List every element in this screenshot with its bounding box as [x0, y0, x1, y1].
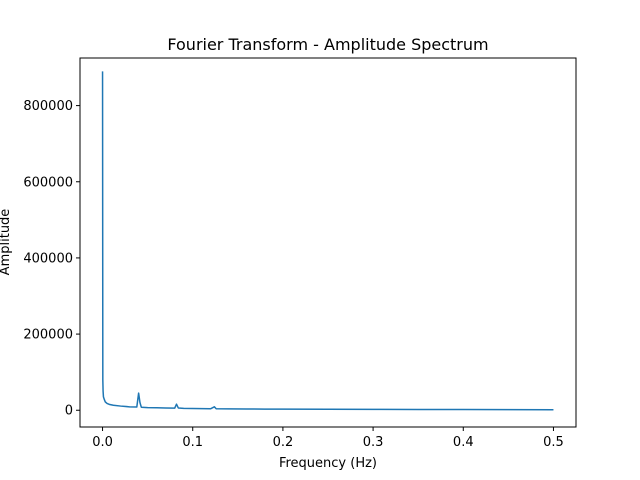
- x-tick-label: 0.0: [92, 435, 113, 450]
- y-axis-label: Amplitude: [0, 209, 13, 276]
- x-tick-label: 0.5: [543, 435, 564, 450]
- x-tick-label: 0.3: [363, 435, 384, 450]
- y-tick-label: 400000: [23, 251, 73, 266]
- x-tick-label: 0.1: [182, 435, 203, 450]
- plot-area: 0.0 0.1 0.2 0.3 0.4 0.5 0 200000 400000 600000 800…: [23, 57, 577, 450]
- y-tick-label: 200000: [23, 328, 73, 343]
- x-tick-label: 0.2: [273, 435, 294, 450]
- spectrum-line-0: [101, 71, 554, 411]
- x-axis-label: Frequency (Hz): [279, 456, 377, 471]
- x-tick-label: 0.4: [453, 435, 474, 450]
- plot-frame: [79, 57, 577, 428]
- y-tick-label: 600000: [23, 175, 73, 190]
- chart-title: Fourier Transform - Amplitude Spectrum: [167, 35, 488, 54]
- y-tick-label: 800000: [23, 99, 73, 114]
- y-tick-label: 0: [65, 404, 73, 419]
